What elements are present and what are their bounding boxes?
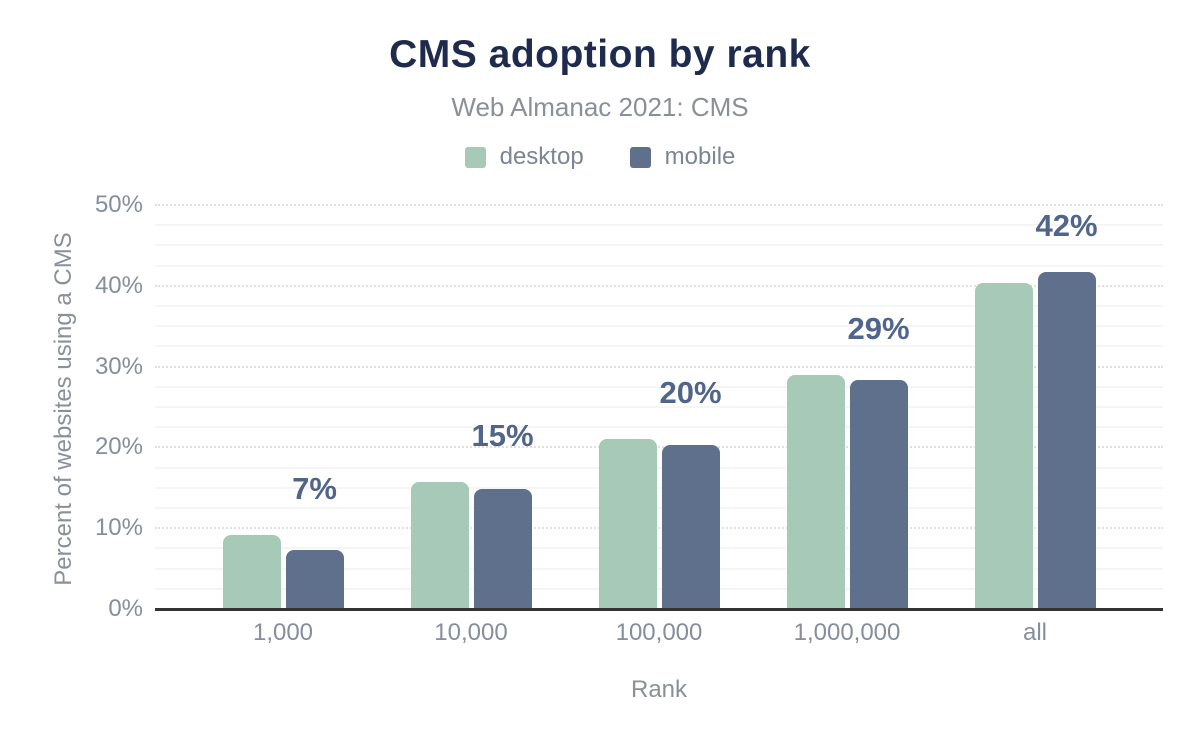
data-label: 7% [292, 471, 337, 507]
y-tick-label: 40% [94, 271, 143, 299]
bar-desktop [222, 535, 281, 609]
gridline-minor [155, 486, 1163, 489]
chart-title: CMS adoption by rank [389, 33, 811, 76]
bar-desktop [598, 438, 657, 609]
data-label: 29% [847, 310, 910, 346]
gridline-minor [155, 406, 1163, 408]
y-axis-title: Percent of websites using a CMS [50, 232, 77, 586]
bar-mobile [661, 444, 720, 609]
gridline-major [155, 284, 1163, 287]
gridline-major [155, 527, 1163, 530]
legend-item-mobile: mobile [629, 143, 736, 171]
gridline-minor [155, 385, 1163, 388]
y-tick-label: 30% [94, 352, 143, 380]
gridline-major [155, 365, 1163, 368]
gridline-minor [155, 224, 1163, 227]
gridline-minor [155, 305, 1163, 307]
legend-item-desktop: desktop [464, 143, 584, 171]
bar-desktop [974, 282, 1033, 609]
data-label: 42% [1035, 208, 1098, 244]
data-label: 15% [471, 418, 534, 454]
legend-label-desktop: desktop [499, 143, 584, 170]
bar-mobile [849, 379, 908, 609]
bar-desktop [410, 482, 469, 609]
x-axis-line [155, 608, 1163, 611]
bar-desktop [786, 374, 845, 609]
gridline-minor [155, 587, 1163, 590]
y-tick-label: 50% [94, 191, 143, 218]
gridline-minor [155, 345, 1163, 348]
y-tick-label: 0% [108, 595, 143, 622]
gridline-minor [155, 567, 1163, 570]
y-tick-label: 10% [94, 514, 143, 542]
x-axis-title: Rank [630, 676, 688, 703]
y-tick-label: 20% [94, 433, 143, 461]
legend-swatch-mobile [629, 146, 651, 168]
gridline-minor [155, 547, 1163, 550]
legend-swatch-desktop [464, 146, 486, 168]
gridline-minor [155, 507, 1163, 509]
x-tick-label: 10,000 [434, 619, 508, 646]
legend: desktop mobile [0, 143, 1200, 171]
x-tick-label: all [1022, 619, 1047, 646]
x-tick-label: 100,000 [615, 619, 703, 646]
data-label: 20% [659, 374, 722, 410]
gridline-minor [155, 426, 1163, 429]
gridline-minor [155, 244, 1163, 247]
x-tick-label: 1,000,000 [793, 619, 901, 646]
gridline-minor [155, 264, 1163, 267]
gridline-major [155, 446, 1163, 449]
gridline-minor [155, 325, 1163, 328]
bar-mobile [1037, 272, 1096, 609]
chart-subtitle: Web Almanac 2021: CMS [451, 92, 749, 122]
gridline-major [155, 204, 1163, 206]
bar-mobile [473, 488, 532, 609]
x-tick-label: 1,000 [252, 619, 314, 646]
legend-label-mobile: mobile [664, 143, 736, 170]
bar-mobile [285, 550, 344, 609]
gridline-minor [155, 466, 1163, 469]
